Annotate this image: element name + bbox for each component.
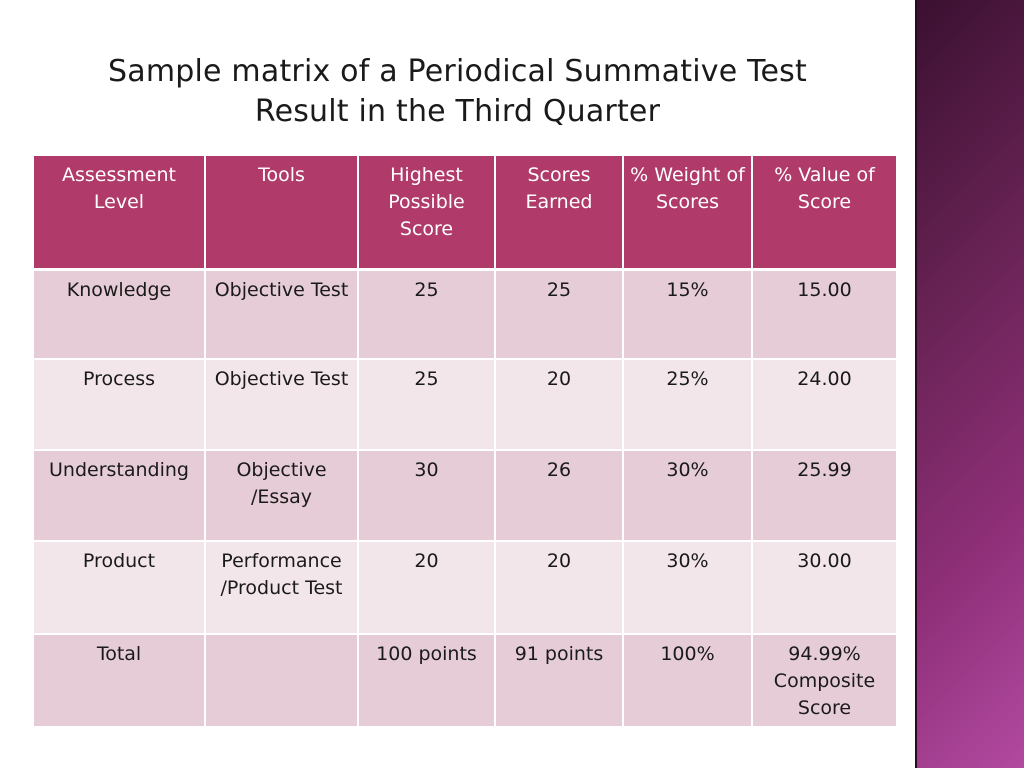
- table-row-process: Process Objective Test 25 20 25% 24.00: [34, 359, 896, 450]
- cell-level: Knowledge: [34, 269, 206, 359]
- cell-highest: 100 points: [358, 634, 496, 727]
- cell-tools: Performance /Product Test: [205, 541, 359, 634]
- cell-weight: 100%: [623, 634, 753, 727]
- cell-tools: [205, 634, 359, 727]
- cell-earned: 25: [495, 269, 624, 359]
- cell-level: Product: [34, 541, 206, 634]
- cell-value: 30.00: [752, 541, 896, 634]
- cell-level: Process: [34, 359, 206, 450]
- slide-title-line-2: Result in the Third Quarter: [254, 94, 661, 129]
- cell-earned: 91 points: [495, 634, 624, 727]
- cell-highest: 20: [358, 541, 496, 634]
- decorative-side-band: [915, 0, 1024, 768]
- cell-earned: 26: [495, 450, 624, 541]
- side-band-edge: [915, 0, 917, 768]
- header-row: Assessment Level Tools Highest Possible …: [34, 156, 896, 271]
- slide-title: Sample matrix of a Periodical Summative …: [0, 52, 915, 132]
- cell-value: 94.99% Composite Score: [752, 634, 896, 727]
- table-row-understanding: Understanding Objective /Essay 30 26 30%…: [34, 450, 896, 541]
- cell-weight: 30%: [623, 541, 753, 634]
- cell-value: 25.99: [752, 450, 896, 541]
- cell-earned: 20: [495, 359, 624, 450]
- cell-earned: 20: [495, 541, 624, 634]
- header-value-of-score: % Value of Score: [752, 156, 896, 271]
- cell-weight: 15%: [623, 269, 753, 359]
- table-row-product: Product Performance /Product Test 20 20 …: [34, 541, 896, 634]
- header-tools: Tools: [205, 156, 359, 271]
- cell-level: Total: [34, 634, 206, 727]
- cell-level: Understanding: [34, 450, 206, 541]
- cell-tools: Objective /Essay: [205, 450, 359, 541]
- table-row-total: Total 100 points 91 points 100% 94.99% C…: [34, 634, 896, 727]
- cell-highest: 25: [358, 269, 496, 359]
- cell-highest: 25: [358, 359, 496, 450]
- cell-weight: 30%: [623, 450, 753, 541]
- table-row-knowledge: Knowledge Objective Test 25 25 15% 15.00: [34, 269, 896, 359]
- header-assessment-level: Assessment Level: [34, 156, 206, 271]
- cell-weight: 25%: [623, 359, 753, 450]
- header-highest-possible-score: Highest Possible Score: [358, 156, 496, 271]
- cell-value: 24.00: [752, 359, 896, 450]
- cell-value: 15.00: [752, 269, 896, 359]
- cell-tools: Objective Test: [205, 269, 359, 359]
- header-weight-of-scores: % Weight of Scores: [623, 156, 753, 271]
- cell-highest: 30: [358, 450, 496, 541]
- header-scores-earned: Scores Earned: [495, 156, 624, 271]
- cell-tools: Objective Test: [205, 359, 359, 450]
- summative-test-matrix: Assessment Level Tools Highest Possible …: [34, 156, 896, 728]
- slide-title-line-1: Sample matrix of a Periodical Summative …: [108, 54, 807, 89]
